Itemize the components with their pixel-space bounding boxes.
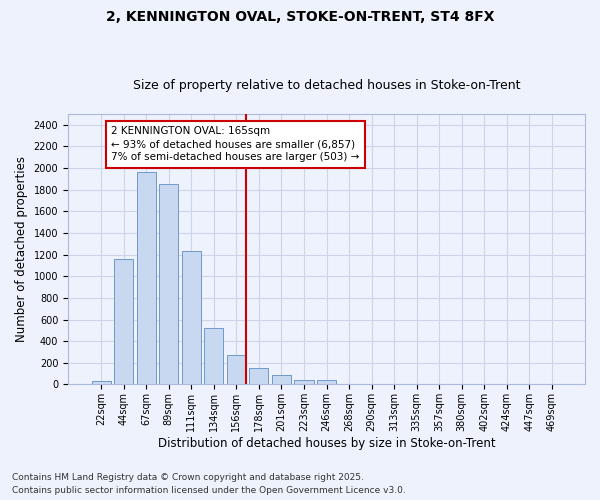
Text: 2 KENNINGTON OVAL: 165sqm
← 93% of detached houses are smaller (6,857)
7% of sem: 2 KENNINGTON OVAL: 165sqm ← 93% of detac… [111,126,359,162]
Text: Contains HM Land Registry data © Crown copyright and database right 2025.
Contai: Contains HM Land Registry data © Crown c… [12,474,406,495]
Bar [272,374,291,384]
Bar [250,368,268,384]
Bar [137,172,156,384]
Bar [295,380,314,384]
Bar [92,382,110,384]
Bar [114,259,133,384]
Bar [182,252,201,384]
Title: Size of property relative to detached houses in Stoke-on-Trent: Size of property relative to detached ho… [133,79,520,92]
Text: 2, KENNINGTON OVAL, STOKE-ON-TRENT, ST4 8FX: 2, KENNINGTON OVAL, STOKE-ON-TRENT, ST4 … [106,10,494,24]
Y-axis label: Number of detached properties: Number of detached properties [15,156,28,342]
Bar [159,184,178,384]
Bar [227,354,246,384]
X-axis label: Distribution of detached houses by size in Stoke-on-Trent: Distribution of detached houses by size … [158,437,496,450]
Bar [204,328,223,384]
Bar [317,380,336,384]
